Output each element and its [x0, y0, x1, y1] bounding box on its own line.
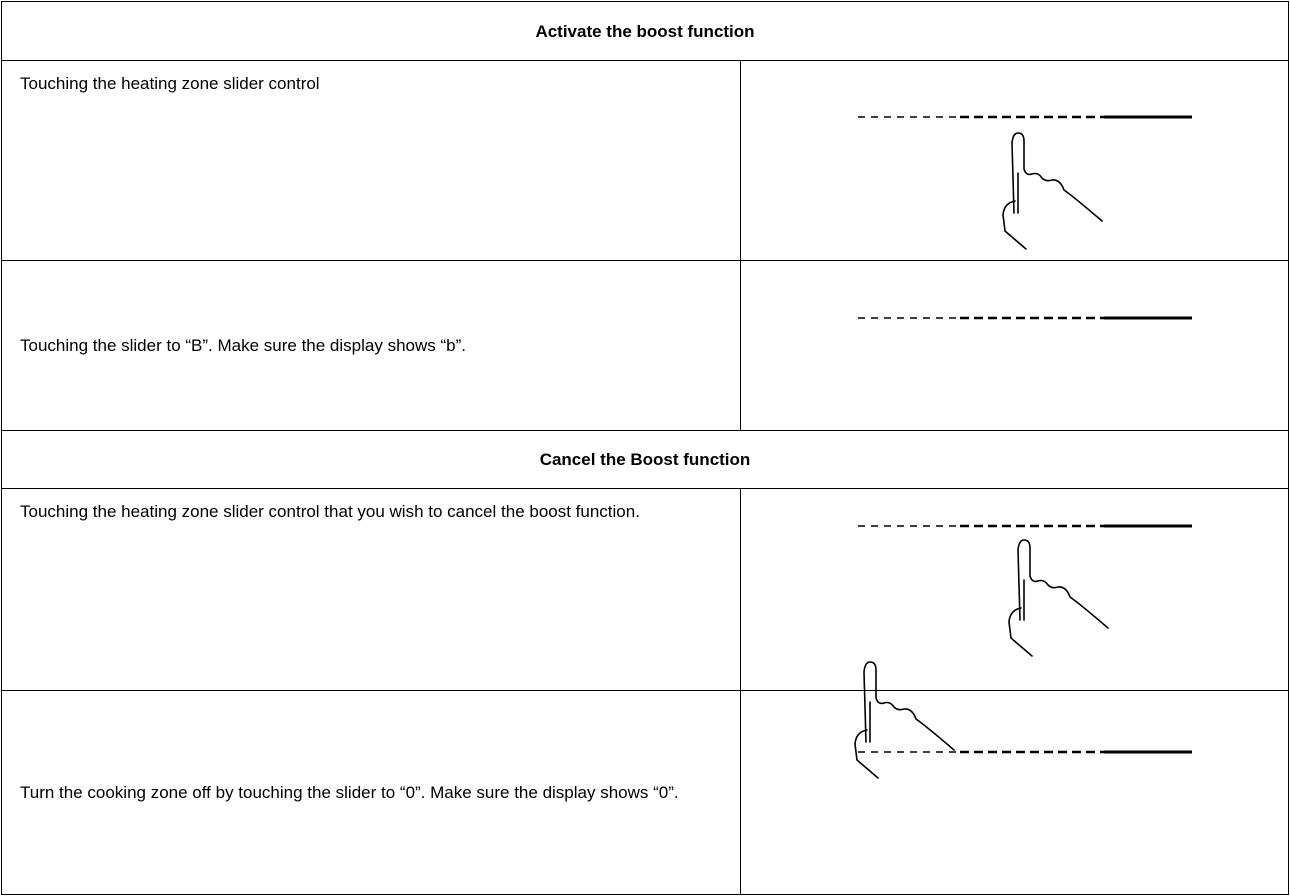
- hand-icon: [1002, 132, 1103, 250]
- hand-icon: [1008, 539, 1109, 657]
- hand-icon: [854, 661, 955, 779]
- step-figure: [740, 690, 1289, 895]
